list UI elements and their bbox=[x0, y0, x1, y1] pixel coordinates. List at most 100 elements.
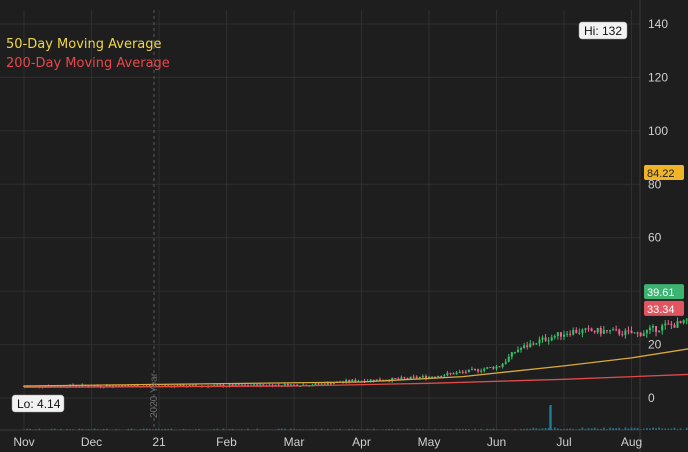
volume-bar bbox=[228, 428, 231, 430]
candle-body bbox=[237, 384, 240, 386]
candle-body bbox=[437, 375, 440, 378]
volume-bar bbox=[50, 428, 53, 430]
volume-bar bbox=[480, 428, 483, 430]
candle-body bbox=[323, 383, 326, 385]
volume-bar bbox=[578, 428, 581, 430]
candle-body bbox=[513, 352, 516, 354]
candle-body bbox=[440, 375, 443, 377]
volume-bar bbox=[385, 429, 387, 430]
candle-body bbox=[526, 345, 529, 348]
volume-bar bbox=[133, 429, 136, 430]
volume-bar bbox=[679, 428, 682, 430]
volume-bar bbox=[170, 428, 173, 430]
x-tick-label: Dec bbox=[81, 435, 102, 449]
candle-body bbox=[317, 383, 320, 385]
candle-body bbox=[253, 384, 256, 386]
volume-bar bbox=[649, 428, 651, 430]
volume-bar bbox=[563, 429, 565, 430]
volume-bar bbox=[443, 429, 446, 430]
lo-label: Lo: 4.14 bbox=[17, 397, 61, 411]
volume-bar bbox=[314, 428, 317, 430]
volume-bar bbox=[69, 429, 71, 430]
lo-label-box bbox=[11, 394, 65, 413]
candle-body bbox=[575, 329, 578, 333]
candle-body bbox=[320, 383, 323, 385]
candle-body bbox=[645, 330, 648, 334]
x-tick-label: Mar bbox=[284, 435, 305, 449]
volume-bar bbox=[256, 428, 259, 430]
candle-body bbox=[685, 319, 688, 321]
candle-body bbox=[467, 369, 470, 373]
candle-body bbox=[486, 367, 489, 369]
volume-bar bbox=[213, 429, 216, 430]
y-tick-label: 60 bbox=[648, 231, 662, 245]
candle-body bbox=[648, 327, 651, 331]
volume-bar bbox=[320, 428, 323, 430]
legend-sma50: 50-Day Moving Average bbox=[6, 37, 162, 52]
candle-body bbox=[541, 337, 544, 340]
candle-body bbox=[538, 339, 541, 344]
volume-bar bbox=[550, 428, 553, 430]
volume-bar bbox=[556, 428, 559, 430]
volume-bar bbox=[391, 429, 394, 430]
volume-bar bbox=[222, 428, 225, 430]
volume-bar bbox=[652, 427, 654, 430]
volume-bar bbox=[685, 427, 688, 430]
legend-sma200: 200-Day Moving Average bbox=[6, 56, 170, 71]
candle-body bbox=[639, 332, 642, 337]
volume-bar bbox=[336, 429, 338, 430]
volume-bar bbox=[354, 429, 357, 430]
volume-bar bbox=[618, 427, 621, 430]
volume-bar bbox=[105, 428, 108, 430]
candle-body bbox=[489, 366, 492, 368]
volume-bar bbox=[397, 428, 400, 430]
volume-bar bbox=[274, 429, 277, 430]
volume-bar bbox=[492, 428, 495, 430]
volume-bar bbox=[388, 428, 391, 430]
volume-bar bbox=[240, 429, 243, 430]
volume-bar bbox=[406, 428, 409, 430]
candle-body bbox=[483, 368, 486, 371]
candle-body bbox=[428, 376, 430, 379]
volume-spike bbox=[549, 405, 552, 430]
candle-body bbox=[151, 385, 154, 387]
y-tick-label: 100 bbox=[648, 124, 668, 138]
candle-body bbox=[630, 330, 633, 334]
candle-body bbox=[449, 373, 452, 375]
candle-body bbox=[124, 385, 127, 387]
volume-bar bbox=[458, 429, 461, 430]
candle-body bbox=[148, 385, 151, 387]
volume-bar bbox=[197, 428, 200, 430]
volume-bar bbox=[216, 428, 219, 430]
candle-body bbox=[584, 328, 587, 330]
volume-bar bbox=[495, 429, 498, 430]
volume-bar bbox=[627, 428, 630, 430]
candle-body bbox=[553, 336, 556, 338]
volume-bar bbox=[29, 428, 32, 430]
volume-bar bbox=[296, 429, 298, 430]
candle-body bbox=[605, 330, 608, 332]
volume-bar bbox=[237, 429, 240, 430]
volume-bar bbox=[639, 429, 642, 430]
volume-bar bbox=[179, 429, 182, 430]
volume-bar bbox=[78, 428, 81, 430]
volume-bar bbox=[38, 428, 41, 430]
volume-bar bbox=[606, 429, 608, 430]
volume-bar bbox=[167, 428, 170, 430]
volume-bar bbox=[317, 429, 320, 430]
candle-body bbox=[409, 376, 412, 379]
candle-body bbox=[532, 343, 535, 345]
volume-bar bbox=[464, 428, 467, 430]
candle-body bbox=[194, 384, 197, 386]
volume-bar bbox=[277, 428, 280, 430]
candle-body bbox=[96, 385, 99, 387]
volume-bar bbox=[403, 429, 406, 430]
volume-bar bbox=[185, 429, 188, 430]
volume-bar bbox=[148, 428, 151, 430]
candle-body bbox=[464, 371, 467, 373]
volume-bar bbox=[87, 428, 90, 430]
candle-body bbox=[477, 369, 480, 372]
candle-body bbox=[228, 384, 231, 387]
volume-bar bbox=[581, 427, 584, 430]
volume-bar bbox=[35, 429, 38, 430]
